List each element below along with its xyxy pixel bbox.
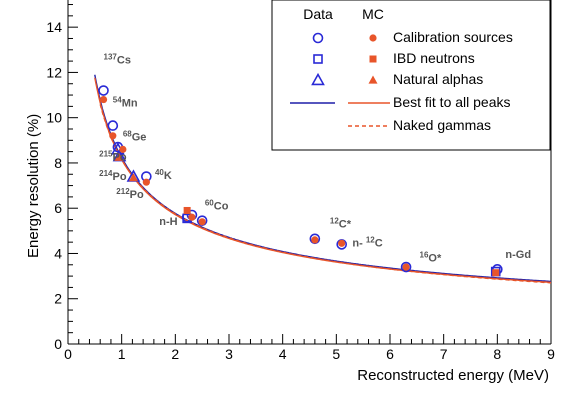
isotope-label: 12C	[366, 236, 383, 250]
y-tick-label: 10	[46, 110, 62, 126]
isotope-label: 137Cs	[104, 52, 131, 66]
peak-annotations: 137Cs 54Mn 68Ge 215Po 214Po 212Po 40K 60Co n-H 12…	[99, 52, 531, 264]
y-tick-label: 12	[46, 64, 62, 80]
legend-entry-label: Natural alphas	[393, 71, 483, 87]
mc-point	[119, 145, 127, 153]
legend-mc-square	[369, 55, 377, 63]
isotope-label: n-H	[159, 216, 177, 228]
mc-point	[188, 213, 196, 221]
mc-point	[128, 173, 138, 182]
x-tick-label: 3	[225, 346, 233, 362]
legend-entry-label: Naked gammas	[393, 117, 491, 133]
y-axis-title: Energy resolution (%)	[25, 114, 42, 258]
legend-entry-label: IBD neutrons	[393, 50, 475, 66]
data-point	[98, 85, 109, 96]
isotope-label: 214Po	[99, 169, 127, 183]
y-tick-label: 6	[54, 200, 62, 216]
legend-header-data: Data	[303, 6, 333, 22]
legend-data-circle	[312, 32, 324, 44]
x-tick-label: 2	[171, 346, 179, 362]
x-tick-label: 4	[279, 346, 287, 362]
legend-entry-label: Best fit to all peaks	[393, 94, 511, 110]
isotope-label: 16O*	[420, 250, 442, 264]
x-tick-label: 7	[440, 346, 448, 362]
x-tick-label: 0	[64, 346, 72, 362]
mc-point	[99, 95, 108, 104]
axes-frame	[67, 0, 552, 345]
mc-point	[198, 218, 206, 226]
mc-point	[114, 152, 124, 161]
curve-solid	[94, 74, 551, 283]
mc-point	[109, 132, 117, 140]
legend-entry-label: Calibration sources	[393, 29, 513, 45]
legend: Data MC Calibration sources IBD neutrons Nat…	[271, 0, 551, 151]
legend-data-square	[313, 54, 323, 64]
y-tick-label: 8	[54, 155, 62, 171]
fit-curves	[94, 74, 552, 284]
isotope-label: 212Po	[116, 187, 144, 201]
legend-header-mc: MC	[362, 6, 384, 22]
x-tick-label: 9	[547, 346, 555, 362]
mc-point	[338, 239, 346, 247]
y-tick-label: 14	[46, 19, 62, 35]
legend-data-triangle	[311, 72, 325, 86]
y-tick-label: 4	[54, 245, 62, 261]
data-point	[400, 261, 412, 273]
data-points	[98, 85, 503, 277]
isotope-label: 60Co	[205, 198, 229, 212]
mc-point	[311, 236, 319, 244]
isotope-label: n-	[352, 238, 363, 250]
x-tick-label: 6	[386, 346, 394, 362]
x-tick-label: 1	[118, 346, 126, 362]
isotope-label: n-Gd	[505, 249, 531, 261]
curve-dashed	[99, 104, 551, 284]
data-point	[107, 120, 119, 131]
mc-point	[142, 178, 150, 186]
legend-mc-triangle	[368, 75, 378, 84]
y-tick-label: 0	[54, 336, 62, 352]
y-tick-label: 2	[54, 291, 62, 307]
isotope-label: 68Ge	[123, 129, 147, 143]
isotope-label: 54Mn	[113, 95, 138, 109]
isotope-label: 40K	[155, 168, 172, 182]
mc-point	[183, 206, 191, 214]
isotope-label: 215Po	[99, 150, 127, 164]
mc-point	[402, 263, 410, 271]
mc-point	[492, 269, 500, 277]
curve-solid	[94, 77, 552, 284]
isotope-label: 12C*	[330, 216, 352, 230]
legend-mc-circle	[369, 34, 377, 42]
x-axis-title: Reconstructed energy (MeV)	[357, 367, 549, 384]
x-tick-label: 8	[493, 346, 501, 362]
x-tick-label: 5	[332, 346, 340, 362]
